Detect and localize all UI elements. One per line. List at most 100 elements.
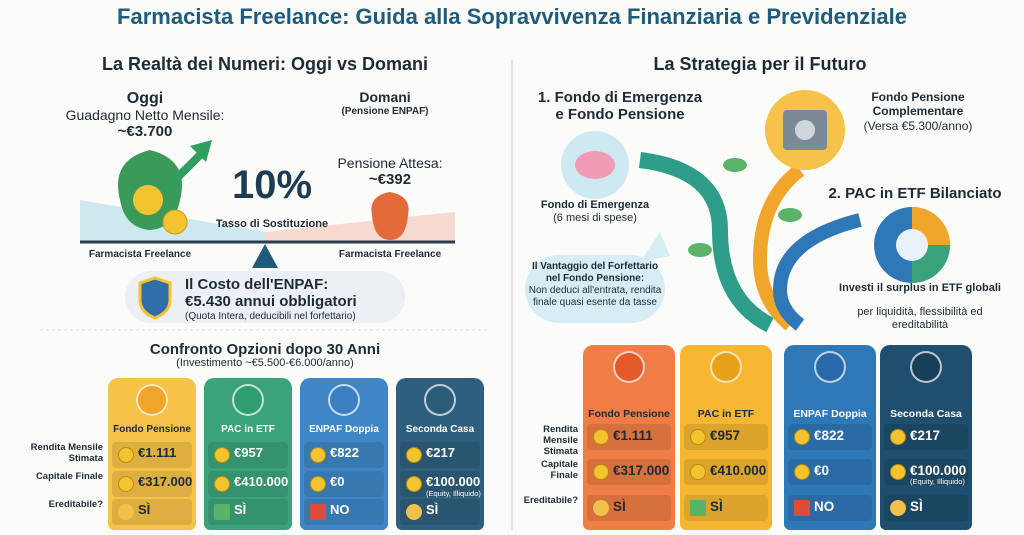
option-name: PAC in ETF (221, 424, 275, 435)
leaf (688, 243, 712, 257)
title: Farmacista Freelance: Guida alla Sopravv… (117, 4, 907, 29)
money-icon (890, 429, 906, 445)
tomorrow-label: Domani (359, 89, 411, 105)
card-icon (910, 351, 942, 383)
step2: 2. PAC in ETF Bilanciato (828, 185, 1002, 202)
cell-value: €957 (710, 428, 741, 443)
money-icon (690, 429, 706, 445)
option-name: Seconda Casa (405, 424, 475, 435)
money-icon (794, 464, 810, 480)
option-name: Fondo Pensione (113, 424, 191, 435)
cell-value: €317.000 (138, 474, 193, 489)
pac-bold: Investi il surplus in ETF globali (839, 282, 1001, 294)
today-amount: ~€3.700 (117, 123, 173, 140)
scale-pivot (252, 244, 278, 268)
cell-value: €410.000 (234, 474, 289, 489)
cell-value: SÌ (138, 502, 151, 517)
money-icon (406, 476, 422, 492)
card-icon (613, 351, 645, 383)
card-icon (814, 351, 846, 383)
cell-value: €1.111 (613, 428, 653, 443)
bubble-title: Il Vantaggio del Forfettario nel Fondo P… (531, 261, 659, 284)
comparison-title: Confronto Opzioni dopo 30 Anni (149, 341, 381, 358)
money-icon (794, 429, 810, 445)
eredit-icon (214, 504, 230, 520)
card-icon (136, 384, 168, 416)
small-bag (371, 192, 409, 240)
cell-value: €1.111 (138, 445, 177, 460)
rate-label: Tasso di Sostituzione (215, 218, 329, 230)
eredit-icon (890, 500, 906, 516)
cell-value: SÌ (426, 502, 439, 517)
shield (138, 276, 172, 320)
eredit-icon (593, 500, 609, 516)
money-icon (593, 429, 609, 445)
money-icon (593, 464, 609, 480)
tree-branch (638, 152, 774, 333)
row-label: Rendita Mensile Stimata (543, 424, 578, 457)
row-label: Rendita Mensile Stimata (30, 442, 103, 464)
section-heading: La Realtà dei Numeri: Oggi vs Domani (101, 54, 429, 74)
cell-value: NO (814, 499, 835, 514)
emergency-title: Fondo di Emergenza (540, 199, 650, 211)
cell-value: €100.000 (426, 474, 481, 489)
cell-value: €317.000 (613, 463, 670, 478)
comparison-subtitle: (Investimento ~€5.500-€6.000/anno) (176, 357, 354, 369)
tree-branch (752, 164, 805, 331)
emergency-note: (6 mesi di spese) (553, 212, 637, 224)
safe-dial (795, 120, 815, 140)
money-icon (406, 447, 422, 463)
enpaf-amount: €5.430 annui obbligatori (185, 293, 357, 310)
option-name: ENPAF Doppia (309, 424, 379, 435)
pac-text: per liquidità, flessibilità ed ereditabi… (857, 306, 983, 331)
coin (162, 209, 188, 235)
bubble-text: Non deduci all'entrata, rendita finale q… (528, 285, 662, 308)
money-icon (690, 464, 706, 480)
enpaf-title: Il Costo dell'ENPAF: (185, 276, 329, 293)
option-name: Fondo Pensione (588, 408, 670, 420)
money-icon (118, 476, 134, 492)
scale-shade (265, 212, 455, 242)
leaf (723, 158, 747, 172)
enpaf-note: (Quota Intera, deducibili nel forfettari… (185, 311, 356, 322)
option-name: ENPAF Doppia (793, 408, 867, 420)
eredit-icon (310, 504, 326, 520)
cell-value: €0 (814, 463, 830, 478)
card-icon (710, 351, 742, 383)
today-line: Guadagno Netto Mensile: (65, 107, 225, 123)
cell-value: NO (330, 502, 350, 517)
arrow-head (190, 140, 212, 162)
globe (896, 229, 928, 261)
cell-value: €822 (814, 428, 845, 443)
arrow-up (162, 147, 208, 193)
row-label: Ereditabile? (523, 495, 578, 506)
option-name: PAC in ETF (697, 408, 755, 420)
cell-value: €0 (330, 474, 345, 489)
money-icon (890, 464, 906, 480)
cell-note: (Equity, Illiquido) (910, 477, 965, 486)
eredit-icon (794, 500, 810, 516)
coin (133, 185, 163, 215)
tomorrow-line: Pensione Attesa: (337, 155, 443, 171)
tomorrow-amount: ~€392 (368, 171, 412, 188)
cell-note: (Equity, Illiquido) (426, 489, 481, 498)
money-icon (310, 476, 326, 492)
money-icon (214, 476, 230, 492)
row-label: Ereditabile? (48, 499, 103, 510)
step1: 1. Fondo di Emergenza e Fondo Pensione (537, 89, 703, 124)
tomorrow-caption: Farmacista Freelance (338, 249, 442, 260)
cell-value: €217 (426, 445, 455, 460)
piggy (575, 151, 615, 179)
eredit-icon (406, 504, 422, 520)
eredit-icon (690, 500, 706, 516)
cell-value: €410.000 (710, 463, 767, 478)
money-icon (118, 447, 134, 463)
card-icon (328, 384, 360, 416)
money-icon (310, 447, 326, 463)
rate-value: 10% (231, 163, 313, 207)
cell-value: €822 (330, 445, 359, 460)
section-heading: La Strategia per il Futuro (653, 54, 867, 74)
eredit-icon (118, 504, 134, 520)
